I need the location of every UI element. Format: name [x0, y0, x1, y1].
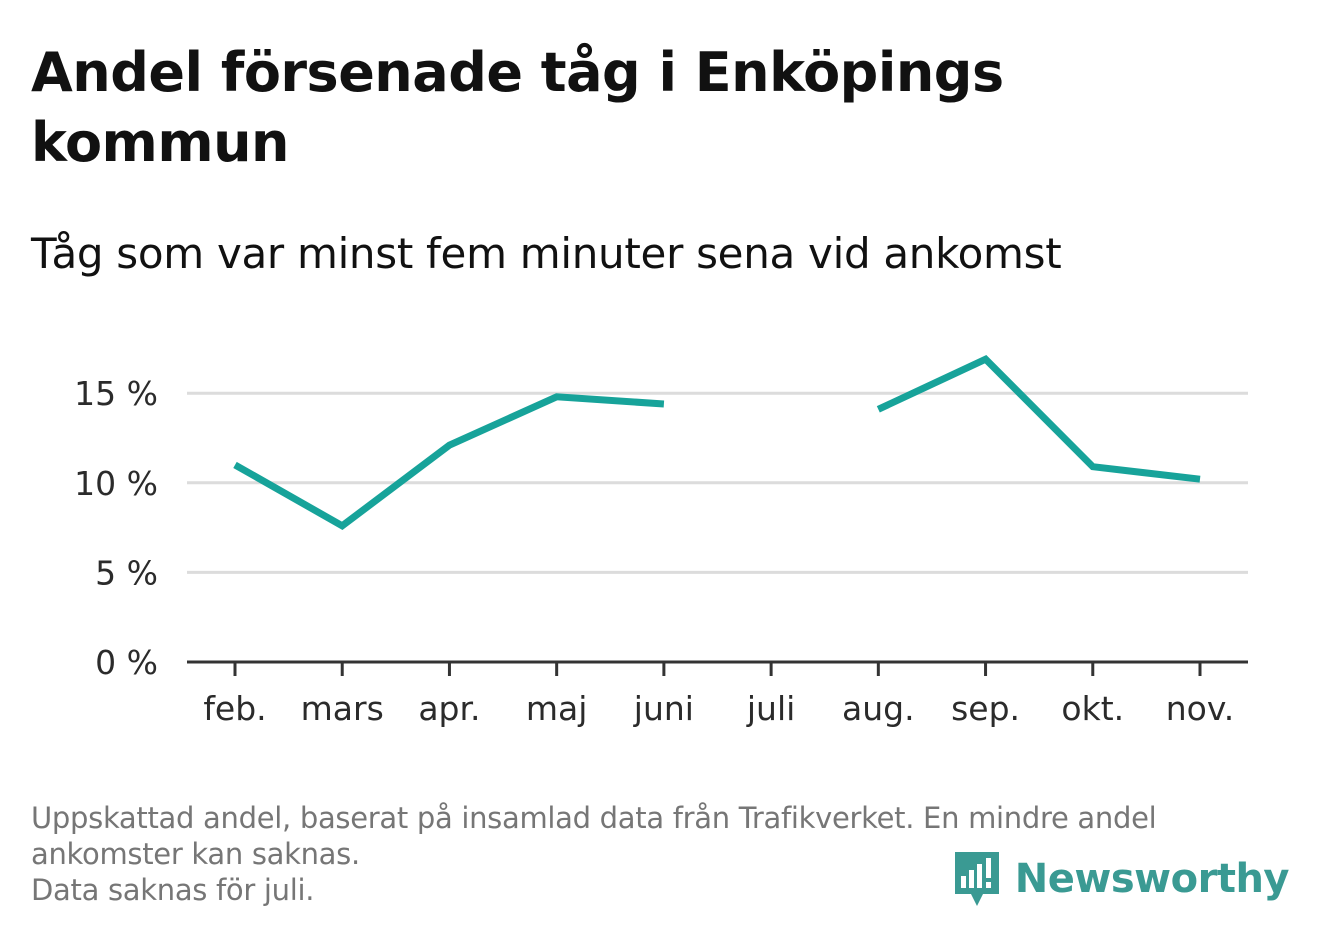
x-tick-label: mars: [301, 689, 384, 728]
brand-logo: Newsworthy: [953, 850, 1290, 908]
series-line-segment: [233, 393, 665, 530]
footnote-line-3: Data saknas för juli.: [31, 873, 315, 907]
y-axis-tick-labels: 0 % 5 % 10 % 15 %: [74, 374, 158, 682]
series-lines: [233, 354, 1201, 530]
x-axis: [187, 660, 1248, 676]
bar-chart-speech-bubble-icon: [954, 852, 999, 906]
chart-title: Andel försenade tåg i Enköpings kommun: [31, 41, 1004, 174]
x-tick-label: juli: [746, 689, 795, 728]
footnote-line-2: ankomster kan saknas.: [31, 837, 360, 871]
x-tick-label: feb.: [203, 689, 266, 728]
series-line-segment: [876, 354, 1201, 483]
y-tick-label: 5 %: [95, 553, 158, 592]
line-chart: 0 % 5 % 10 % 15 % feb. mars apr. maj juni juli au…: [74, 354, 1248, 728]
chart-footnote: Uppskattad andel, baserat på insamlad da…: [31, 800, 1291, 908]
brand-name: Newsworthy: [1014, 856, 1290, 902]
chart-subtitle: Tåg som var minst fem minuter sena vid a…: [31, 229, 1062, 278]
x-axis-tick-labels: feb. mars apr. maj juni juli aug. sep. okt. nov.: [203, 689, 1234, 728]
x-tick-label: maj: [526, 689, 588, 728]
y-tick-label: 15 %: [74, 374, 158, 413]
x-tick-label: apr.: [418, 689, 480, 728]
x-tick-label: aug.: [842, 689, 915, 728]
gridlines: [187, 391, 1248, 574]
x-tick-label: juni: [633, 689, 694, 728]
x-tick-label: nov.: [1166, 689, 1235, 728]
x-tick-label: sep.: [951, 689, 1020, 728]
x-tick-label: okt.: [1061, 689, 1124, 728]
y-tick-label: 10 %: [74, 464, 158, 503]
y-tick-label: 0 %: [95, 643, 158, 682]
footnote-line-1: Uppskattad andel, baserat på insamlad da…: [31, 801, 1157, 835]
